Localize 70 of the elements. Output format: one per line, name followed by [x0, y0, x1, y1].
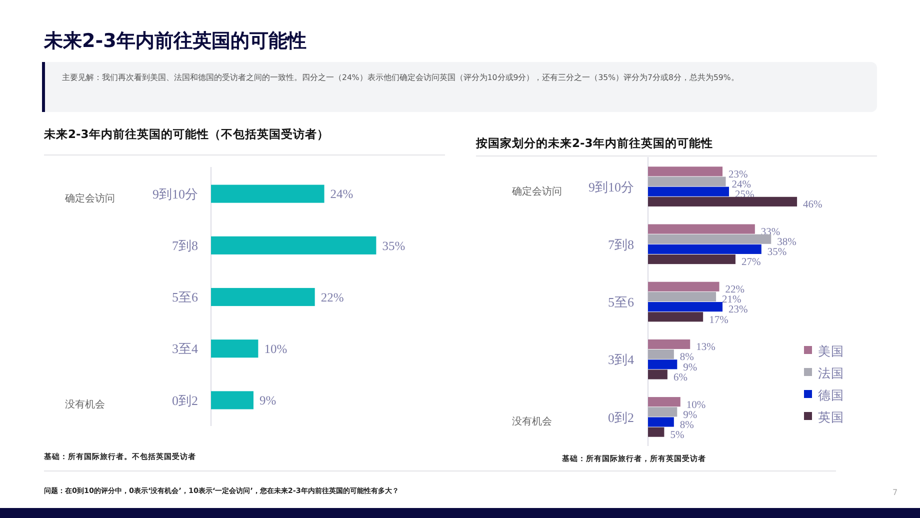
data-label: 24% [732, 179, 752, 190]
bar [648, 254, 736, 264]
bar [648, 224, 755, 234]
bar [648, 370, 668, 380]
data-label: 9% [683, 362, 698, 374]
y-tick-label: 7到8 [608, 236, 634, 252]
y-tick-label: 5至6 [608, 294, 634, 310]
data-label: 23% [728, 304, 748, 316]
bar [648, 176, 726, 186]
legend-label: 美国 [818, 343, 844, 358]
y-tick-label: 0到2 [172, 392, 198, 408]
y-tick-label: 5至6 [172, 290, 198, 305]
y-tick-label: 3至4 [172, 341, 198, 356]
text: 未来2-3年内前往英国的可能性 [43, 30, 306, 52]
bar [648, 282, 720, 292]
text: 确定会访问 [64, 192, 115, 204]
y-tick-label: 9到10分 [588, 179, 634, 194]
data-label: 10% [686, 400, 706, 411]
bar [648, 417, 674, 427]
bar [648, 292, 716, 302]
text: 确定会访问 [511, 185, 562, 198]
text: 没有机会 [65, 398, 105, 411]
data-label: 38% [777, 237, 797, 248]
legend-label: 英国 [818, 410, 844, 424]
data-label: 9% [259, 394, 276, 408]
data-label: 10% [264, 342, 288, 356]
y-tick-label: 9到10分 [152, 186, 198, 202]
y-tick-label: 0到2 [608, 410, 634, 425]
bar [648, 407, 678, 417]
data-label: 27% [741, 257, 761, 268]
data-label: 35% [767, 247, 787, 258]
data-label: 17% [709, 314, 729, 326]
data-label: 24% [330, 187, 354, 202]
chart-title: 按国家划分的未来2-3年内前往英国的可能性 [475, 136, 713, 150]
bar [648, 360, 678, 370]
bar [648, 339, 690, 350]
bar [648, 427, 664, 437]
data-label: 21% [722, 294, 742, 306]
bar [211, 288, 315, 306]
bar [648, 186, 729, 196]
bar [648, 350, 674, 360]
y-tick-label: 7到8 [172, 238, 198, 253]
data-label: 23% [728, 169, 748, 180]
data-label: 35% [382, 238, 406, 253]
data-label: 46% [803, 200, 823, 211]
data-label: 13% [696, 342, 716, 354]
bar [648, 166, 723, 176]
chart-title: 未来2-3年内前往英国的可能性（不包括英国受访者） [43, 127, 329, 141]
legend-label: 法国 [818, 366, 844, 380]
y-tick-label: 3到4 [608, 352, 634, 368]
bar [648, 312, 704, 322]
data-label: 22% [725, 284, 745, 296]
bar [648, 397, 680, 407]
bar [648, 234, 772, 244]
data-label: 9% [683, 410, 698, 421]
bar [211, 184, 324, 203]
text: 没有机会 [512, 416, 552, 428]
legend-label: 德国 [818, 388, 844, 402]
data-label: 8% [680, 352, 694, 364]
data-label: 6% [673, 372, 688, 384]
text: 7 [892, 488, 898, 497]
bar [648, 196, 798, 206]
bar [211, 236, 376, 254]
data-label: 22% [320, 290, 344, 304]
bar [211, 340, 258, 358]
bar [211, 391, 254, 410]
data-label: 8% [680, 420, 694, 431]
bar [648, 244, 762, 254]
bar [648, 302, 723, 312]
data-label: 5% [670, 430, 684, 441]
